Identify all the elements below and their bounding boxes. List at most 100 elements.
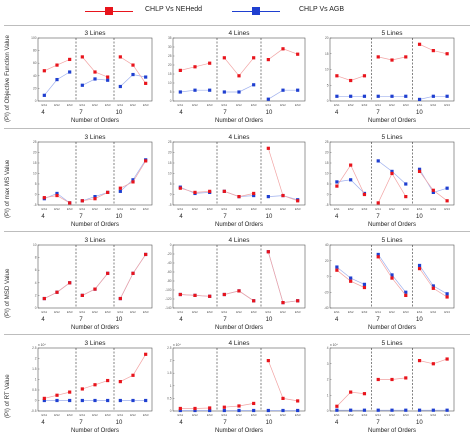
blue-series-point xyxy=(335,265,339,269)
red-series-point xyxy=(106,190,110,194)
x-tick-label: ES2 xyxy=(280,413,286,417)
y-tick-label: 2.5 xyxy=(167,346,172,350)
y-tick-label: 20 xyxy=(33,151,37,155)
group-label: 10 xyxy=(116,214,123,220)
blue-series-point xyxy=(93,398,97,403)
x-tick-label: ES3 xyxy=(207,310,213,314)
blue-series-point xyxy=(349,178,353,182)
y-tick-label: 15 xyxy=(325,161,329,165)
red-series-point xyxy=(55,393,59,397)
red-series-point xyxy=(266,146,270,150)
blue-series-point xyxy=(445,292,449,296)
red-series-point xyxy=(390,171,394,176)
blue-series-point xyxy=(222,90,226,94)
row-divider xyxy=(4,128,470,129)
red-series-point xyxy=(431,286,435,290)
x-tick-label: ES3 xyxy=(295,310,301,314)
panel-frame xyxy=(172,347,306,412)
y-tick-label: 20 xyxy=(168,63,172,67)
x-tick-label: ES1 xyxy=(117,310,123,314)
y-tick-label: 2.5 xyxy=(32,346,37,350)
x-tick-label: ES1 xyxy=(221,103,227,107)
x-tick-label: ES2 xyxy=(130,413,136,417)
blue-series-point xyxy=(281,88,285,92)
y-tick-label: -0.5 xyxy=(31,409,37,413)
red-series-point xyxy=(42,69,46,73)
x-tick-label: ES3 xyxy=(295,413,301,417)
x-tick-label: ES1 xyxy=(417,103,423,107)
blue-series-point xyxy=(417,263,422,268)
x-tick-label: ES1 xyxy=(79,207,85,211)
blue-series-point xyxy=(445,94,449,98)
y-tick-label: 0 xyxy=(35,306,37,310)
y-tick-label: 4 xyxy=(327,346,329,350)
x-axis-label: Number of Orders xyxy=(215,222,263,228)
x-tick-label: ES3 xyxy=(67,310,73,314)
red-series-point xyxy=(390,276,394,280)
y-tick-label: 80 xyxy=(33,49,37,53)
red-series-point xyxy=(266,359,270,363)
x-tick-label: ES2 xyxy=(348,310,354,314)
blue-series-point xyxy=(193,408,197,413)
blue-series-point xyxy=(376,159,380,163)
red-series-point xyxy=(376,377,380,382)
x-tick-label: ES1 xyxy=(375,413,381,417)
blue-series-point xyxy=(266,408,270,413)
x-tick-label: ES3 xyxy=(143,310,149,314)
row-divider xyxy=(4,25,470,26)
y-tick-label: 60 xyxy=(33,61,37,65)
x-tick-label: ES1 xyxy=(117,207,123,211)
group-label: 10 xyxy=(416,317,423,323)
x-tick-label: ES3 xyxy=(362,310,368,314)
red-series-point xyxy=(404,376,408,380)
red-series-point xyxy=(431,188,435,192)
x-axis-label: Number of Orders xyxy=(71,118,119,124)
blue-series-point xyxy=(417,408,422,412)
blue-series-point xyxy=(445,186,449,190)
x-tick-label: ES2 xyxy=(389,103,395,107)
group-label: 10 xyxy=(416,214,423,220)
y-tick-label: 35 xyxy=(168,36,172,40)
panel-title: 3 Lines xyxy=(85,237,107,244)
red-series-point xyxy=(208,189,212,193)
red-series-point xyxy=(362,392,367,396)
group-label: 10 xyxy=(266,214,273,220)
group-label: 7 xyxy=(223,317,227,323)
group-label: 4 xyxy=(41,420,45,426)
blue-series-point xyxy=(93,195,97,199)
x-tick-label: ES1 xyxy=(417,413,423,417)
red-series-point xyxy=(80,199,84,203)
red-series-point xyxy=(193,65,197,69)
x-tick-label: ES3 xyxy=(105,207,111,211)
x-tick-label: ES2 xyxy=(236,413,242,417)
red-series-point xyxy=(106,75,110,79)
panel-r0-c2: 5 Lines 0 5 10 15 20 ES1 ES2 ES3 ES1 ES2 ES3 ES1 ES2 E… xyxy=(325,30,455,124)
row-divider xyxy=(4,231,470,232)
x-tick-label: ES1 xyxy=(177,413,183,417)
blue-series-point xyxy=(376,94,380,98)
x-tick-label: ES3 xyxy=(207,413,213,417)
y-tick-label: 6 xyxy=(35,268,37,272)
x-tick-label: ES2 xyxy=(280,310,286,314)
blue-series-point xyxy=(376,252,380,257)
x-tick-label: ES2 xyxy=(130,310,136,314)
red-series-point xyxy=(118,380,122,384)
red-series-point xyxy=(349,390,353,394)
panel-r3-c1: 4 Lines 0 0.5 1 1.5 2 2.5 ES1 ES2 ES3 ES1 ES2 ES3 ES1… xyxy=(167,340,306,434)
x-tick-label: ES3 xyxy=(444,207,450,211)
red-series-point xyxy=(93,70,97,74)
x-tick-label: ES1 xyxy=(41,103,47,107)
x-tick-label: ES3 xyxy=(67,103,73,107)
red-series-point xyxy=(106,378,110,383)
red-series-point xyxy=(222,292,226,297)
y-tick-label: 2 xyxy=(170,359,172,363)
x-tick-label: ES3 xyxy=(251,413,257,417)
y-tick-label: 15 xyxy=(168,72,172,76)
red-series-point xyxy=(106,271,110,275)
group-label: 4 xyxy=(179,420,183,426)
x-tick-label: ES1 xyxy=(334,310,340,314)
group-label: 4 xyxy=(335,420,339,426)
x-axis-label: Number of Orders xyxy=(71,428,119,434)
blue-series-point xyxy=(266,97,270,101)
x-tick-label: ES3 xyxy=(251,310,257,314)
